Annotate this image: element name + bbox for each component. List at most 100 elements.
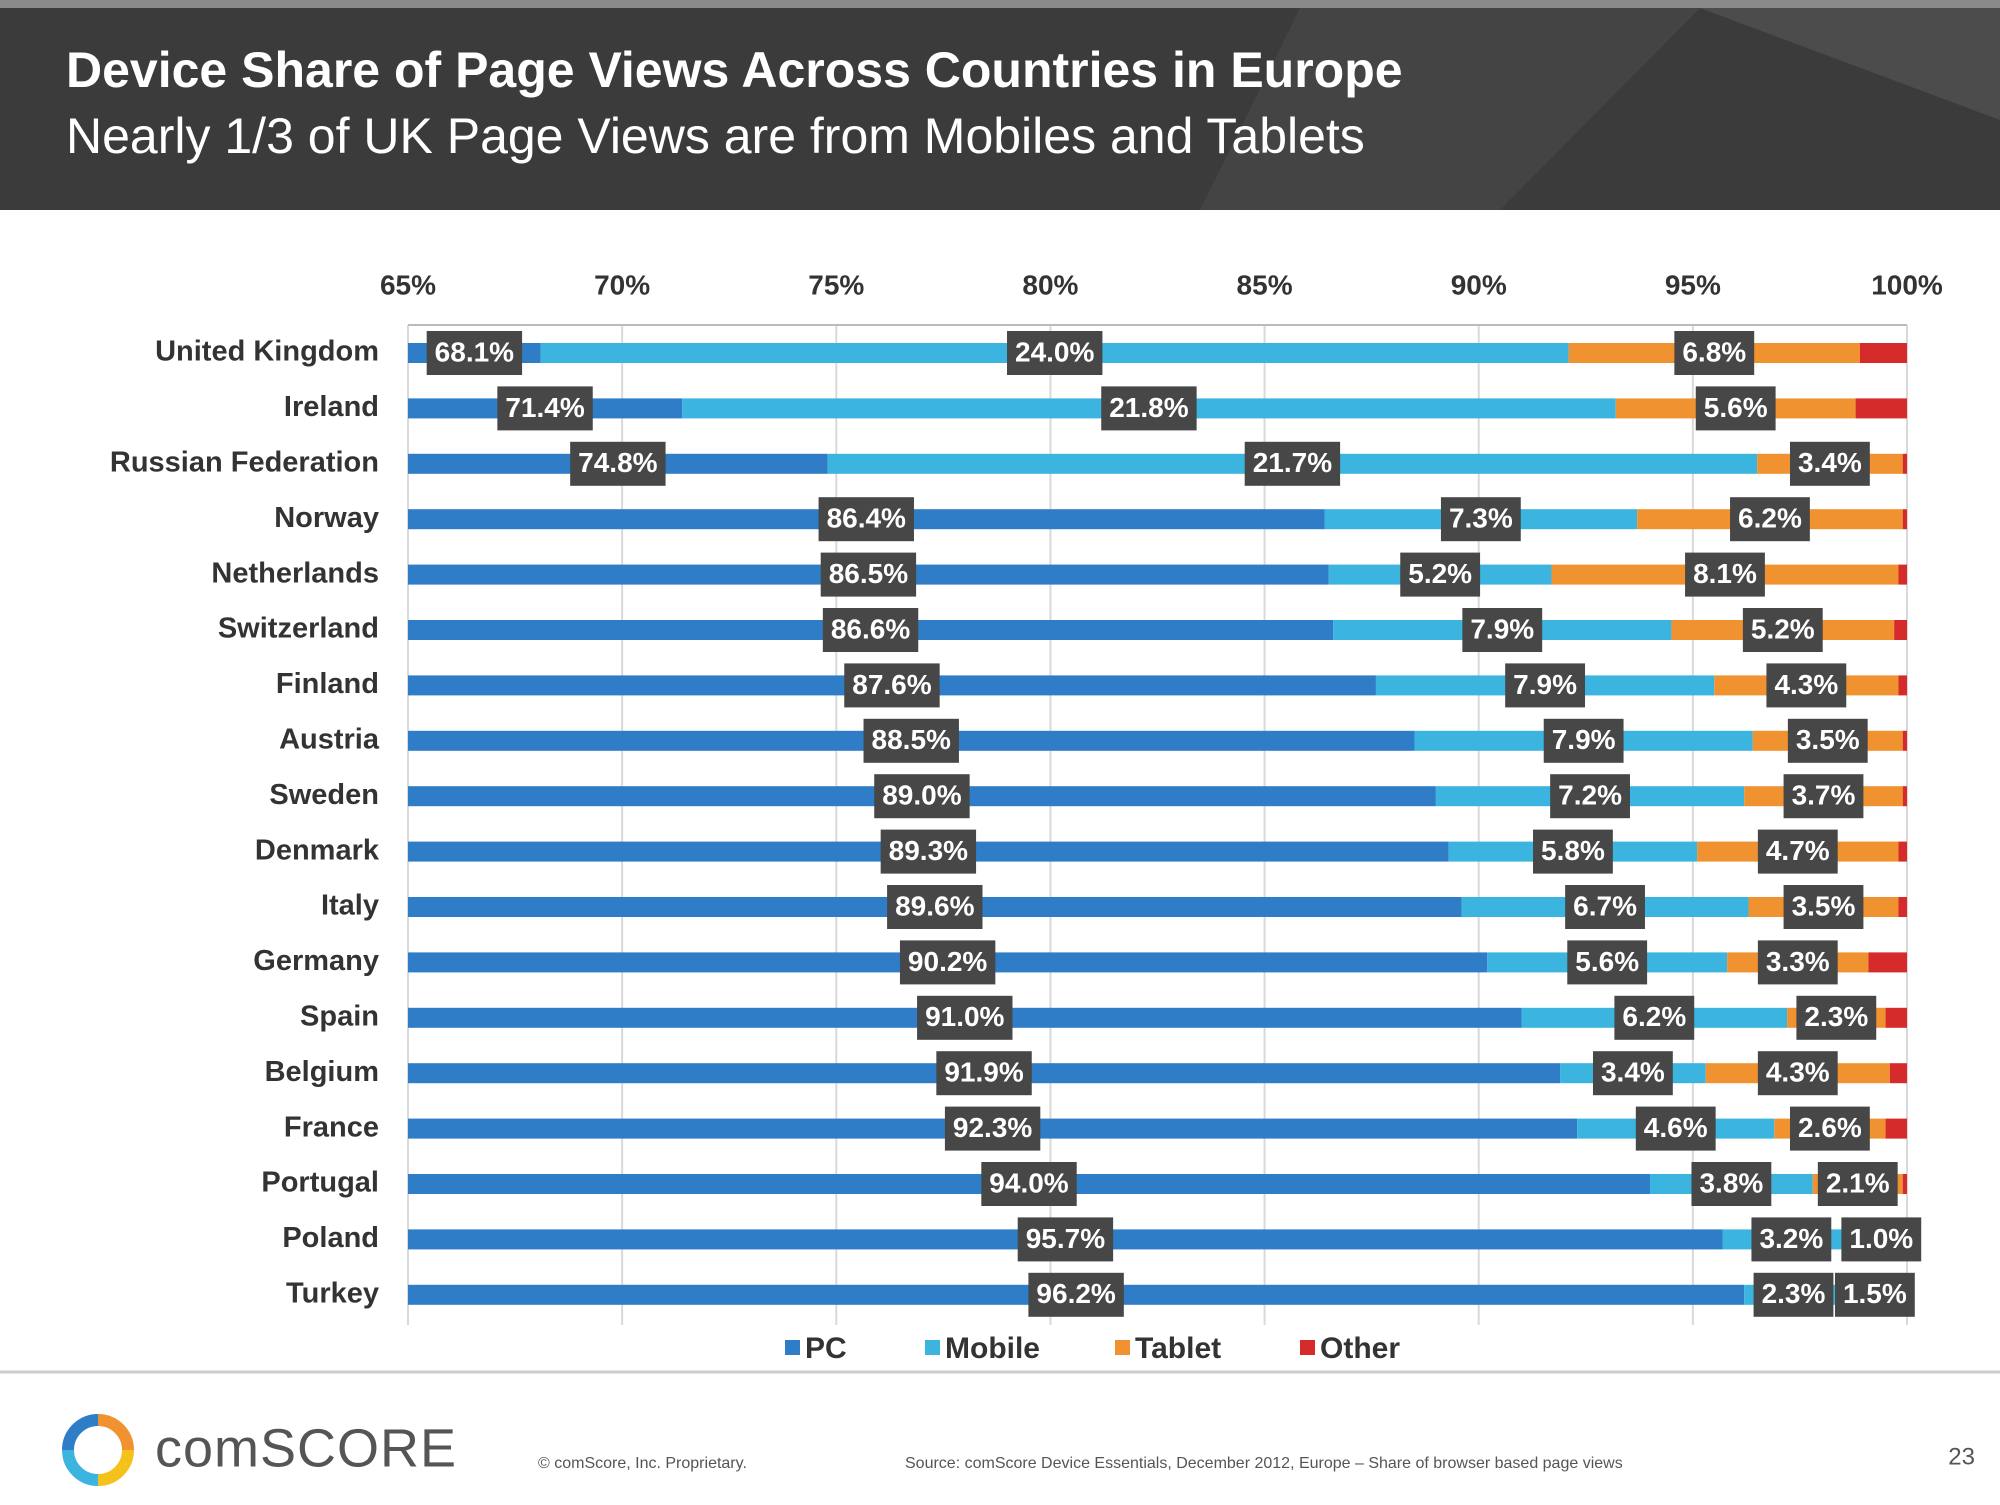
value-label-box xyxy=(981,1162,1077,1206)
value-label-text: 71.4% xyxy=(505,392,584,423)
value-label-box xyxy=(880,829,977,874)
logo-text: comSCORE xyxy=(155,1418,457,1478)
value-label-text: 2.1% xyxy=(1826,1167,1890,1198)
value-label-box xyxy=(1505,663,1586,708)
legend-label: Tablet xyxy=(1135,1332,1221,1365)
value-label-box xyxy=(1017,1217,1114,1262)
y-tick-label: France xyxy=(284,1111,379,1143)
value-label-box xyxy=(1674,331,1755,375)
value-label: 1.0% xyxy=(1841,1217,1922,1262)
chart-subtitle: Nearly 1/3 of UK Page Views are from Mob… xyxy=(66,108,1365,164)
bar-segment xyxy=(1885,1007,1907,1028)
value-label-box xyxy=(820,552,917,597)
value-label-text: 3.3% xyxy=(1766,946,1830,977)
header-shade xyxy=(1700,8,2000,120)
legend-swatch xyxy=(925,1340,940,1355)
value-label-text: 21.8% xyxy=(1109,392,1188,423)
value-label: 94.0% xyxy=(981,1162,1077,1206)
value-label-box xyxy=(1101,386,1197,431)
value-label-text: 88.5% xyxy=(872,724,951,755)
x-tick-label: 80% xyxy=(1022,269,1078,300)
value-label: 7.2% xyxy=(1550,774,1630,819)
value-label: 3.8% xyxy=(1691,1162,1772,1206)
bar-segment xyxy=(1894,620,1907,640)
value-label-box xyxy=(1757,1051,1838,1096)
value-label: 7.9% xyxy=(1543,718,1624,763)
value-label-box xyxy=(1691,1162,1772,1206)
value-label-text: 4.6% xyxy=(1644,1112,1708,1143)
legend-swatch xyxy=(785,1340,800,1355)
value-label-box xyxy=(426,331,523,375)
page-number: 23 xyxy=(1948,1443,1975,1470)
value-label-text: 3.8% xyxy=(1699,1167,1763,1198)
value-label: 5.2% xyxy=(1742,608,1823,652)
value-label: 5.2% xyxy=(1400,552,1481,597)
value-label-box xyxy=(1789,441,1870,486)
value-label-text: 89.0% xyxy=(882,780,961,811)
x-tick-label: 65% xyxy=(380,269,436,300)
value-label-text: 2.6% xyxy=(1798,1112,1862,1143)
plot: 65% 70% 75% 80% 85% 90% 95% 100% United Kingdom I… xyxy=(110,269,1943,1365)
value-label-text: 3.4% xyxy=(1601,1057,1665,1088)
value-label-box xyxy=(1817,1162,1898,1206)
x-tick-label: 100% xyxy=(1871,269,1943,300)
value-label-box xyxy=(497,386,593,431)
source: Source: comScore Device Essentials, Dece… xyxy=(905,1455,1623,1472)
value-label-box xyxy=(1783,885,1864,929)
value-label-text: 89.3% xyxy=(889,835,968,866)
value-label-box xyxy=(917,995,1013,1040)
value-label-text: 7.9% xyxy=(1552,724,1616,755)
value-label: 71.4% xyxy=(497,386,593,431)
value-label: 24.0% xyxy=(1007,331,1103,375)
bar-segment xyxy=(1868,952,1907,973)
value-label: 3.4% xyxy=(1592,1051,1673,1096)
y-tick-label: Norway xyxy=(274,502,379,534)
value-label-text: 86.6% xyxy=(831,613,910,644)
bar-segment xyxy=(1898,841,1907,862)
value-label-text: 1.5% xyxy=(1843,1278,1907,1309)
value-label: 4.3% xyxy=(1757,1051,1838,1096)
value-label: 4.6% xyxy=(1635,1106,1716,1151)
value-label: 6.8% xyxy=(1674,331,1755,375)
y-tick-label: Germany xyxy=(253,945,379,977)
value-label: 3.4% xyxy=(1789,441,1870,486)
x-tick-label: 75% xyxy=(808,269,864,300)
value-label-text: 74.8% xyxy=(578,447,657,478)
value-label-text: 6.8% xyxy=(1682,336,1746,367)
value-label-text: 68.1% xyxy=(435,336,514,367)
header-shade xyxy=(1200,8,1700,210)
value-label-box xyxy=(1400,552,1481,597)
value-label: 86.4% xyxy=(818,497,914,542)
value-label-text: 87.6% xyxy=(852,669,931,700)
value-label: 86.6% xyxy=(822,608,919,652)
y-tick-label: Denmark xyxy=(255,834,380,866)
value-label-box xyxy=(874,774,970,819)
value-label-box xyxy=(1787,718,1868,763)
bar-segment xyxy=(1855,398,1907,419)
y-tick-label: Switzerland xyxy=(218,613,379,645)
value-label-box xyxy=(887,885,983,929)
value-label-text: 89.6% xyxy=(895,890,974,921)
value-label: 89.6% xyxy=(887,885,983,929)
chart-title: Device Share of Page Views Across Countr… xyxy=(66,42,1403,98)
value-label-box xyxy=(822,608,919,652)
value-label-box xyxy=(1730,497,1810,542)
value-label-box xyxy=(1462,608,1543,652)
bar-segment xyxy=(1898,675,1907,696)
value-label-box xyxy=(1007,331,1103,375)
value-label: 21.7% xyxy=(1244,441,1341,486)
y-tick-label: Poland xyxy=(282,1222,379,1254)
value-label-box xyxy=(1533,829,1613,874)
logo-icon xyxy=(62,1414,134,1486)
value-label-box xyxy=(1796,995,1877,1040)
x-tick-label: 90% xyxy=(1451,269,1507,300)
value-label-text: 3.2% xyxy=(1759,1223,1823,1254)
value-label: 95.7% xyxy=(1017,1217,1114,1262)
value-label: 4.3% xyxy=(1766,663,1847,708)
y-tick-label: Finland xyxy=(276,668,379,700)
bar-segment xyxy=(1902,509,1907,530)
value-label: 86.5% xyxy=(820,552,917,597)
bar-segment xyxy=(1859,343,1907,363)
value-label-text: 90.2% xyxy=(908,946,987,977)
